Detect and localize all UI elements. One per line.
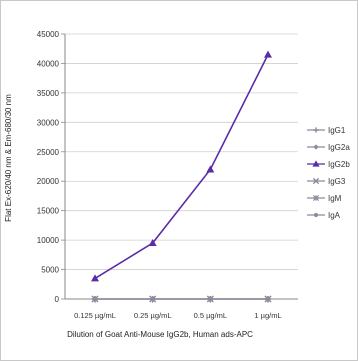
- y-tick-label: 45000: [37, 30, 60, 39]
- x-tick-labels: 0.125 µg/mL 0.25 µg/mL 0.5 µg/mL 1 µg/mL: [74, 311, 282, 320]
- legend-label: IgM: [328, 194, 342, 203]
- data-point: [206, 165, 215, 173]
- y-tick-label: 35000: [37, 89, 60, 98]
- legend-marker: [313, 127, 319, 133]
- gridlines: [65, 33, 298, 270]
- data-point: [148, 239, 157, 247]
- data-point: [264, 50, 272, 58]
- y-tick-label: 40000: [37, 59, 60, 68]
- legend-item-igg3: IgG3: [307, 177, 346, 186]
- legend-marker: [312, 160, 320, 167]
- legend-marker: [313, 212, 319, 218]
- axes: [61, 33, 298, 303]
- x-tick-label: 0.5 µg/mL: [194, 311, 228, 320]
- y-tick-label: 0: [55, 295, 60, 304]
- x-axis-label: Dilution of Goat Anti-Mouse IgG2b, Human…: [67, 330, 253, 339]
- legend-item-igg2b: IgG2b: [307, 160, 350, 169]
- series-iga: [92, 296, 271, 302]
- series-line: [94, 54, 269, 280]
- series-igg2b: [91, 50, 272, 282]
- data-point: [91, 274, 99, 282]
- legend-label: IgG1: [328, 126, 346, 135]
- legend: IgG1 IgG2a IgG2b IgG3 IgM IgA: [307, 126, 350, 220]
- legend-marker: [313, 144, 319, 150]
- legend-marker: [312, 194, 320, 202]
- data-point: [92, 296, 98, 302]
- series: [91, 50, 272, 303]
- x-tick-label: 0.125 µg/mL: [74, 311, 116, 320]
- data-point: [207, 296, 213, 302]
- legend-label: IgA: [328, 211, 341, 220]
- legend-item-igg2a: IgG2a: [307, 143, 350, 152]
- legend-item-iga: IgA: [307, 211, 341, 220]
- legend-label: IgG2b: [328, 160, 350, 169]
- legend-label: IgG3: [328, 177, 346, 186]
- legend-marker: [312, 177, 320, 185]
- legend-item-igg1: IgG1: [307, 126, 346, 135]
- y-tick-label: 25000: [37, 148, 60, 157]
- legend-label: IgG2a: [328, 143, 350, 152]
- y-axis-label: Flat Ex-620/40 nm & Em-680/30 nm: [4, 94, 13, 222]
- data-point: [150, 296, 156, 302]
- x-tick-label: 0.25 µg/mL: [134, 311, 172, 320]
- y-tick-label: 20000: [37, 177, 60, 186]
- y-tick-label: 5000: [41, 266, 59, 275]
- x-tick-label: 1 µg/mL: [254, 311, 281, 320]
- y-tick-label: 30000: [37, 118, 60, 127]
- legend-item-igm: IgM: [307, 194, 342, 203]
- data-point: [265, 296, 271, 302]
- y-tick-label: 15000: [37, 207, 60, 216]
- y-tick-labels: 0 5000 10000 15000 20000 25000 30000 35000 40000…: [37, 30, 60, 304]
- y-tick-label: 10000: [37, 236, 60, 245]
